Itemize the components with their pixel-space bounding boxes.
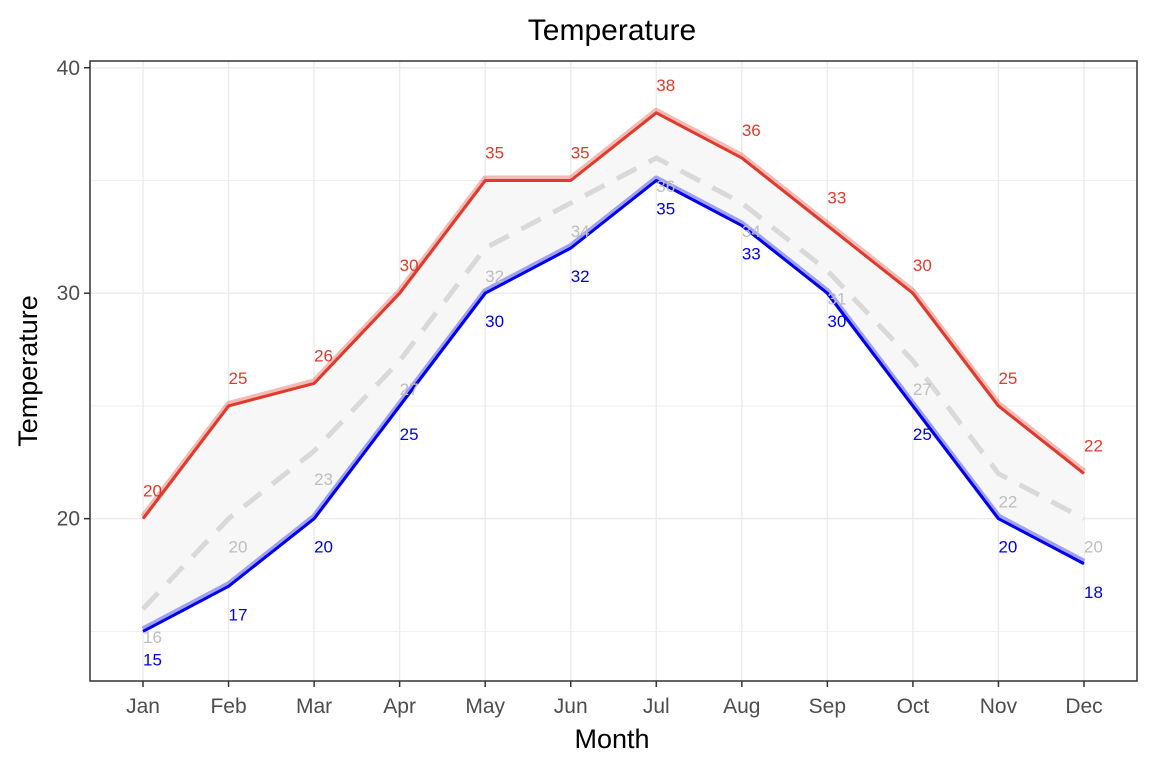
x-tick-label: May <box>465 695 505 718</box>
data-label: 35 <box>485 143 504 162</box>
data-label: 27 <box>913 380 932 399</box>
data-label: 38 <box>656 76 675 95</box>
x-tick-label: Apr <box>383 695 416 718</box>
x-tick-label: Jul <box>643 695 670 718</box>
data-label: 20 <box>143 482 162 501</box>
data-label: 20 <box>229 538 248 557</box>
series-line <box>141 155 1086 611</box>
y-tick-label: 30 <box>57 282 80 305</box>
x-tick-label: Dec <box>1065 695 1102 718</box>
data-label: 16 <box>143 628 162 647</box>
data-label: 22 <box>998 493 1017 512</box>
data-label: 17 <box>229 605 248 624</box>
data-label: 15 <box>143 650 162 669</box>
data-label: 30 <box>400 256 419 275</box>
data-label: 32 <box>485 267 504 286</box>
data-label: 34 <box>571 222 590 241</box>
data-label: 20 <box>998 538 1017 557</box>
data-label: 26 <box>314 346 333 365</box>
data-label: 33 <box>742 245 761 264</box>
data-label: 32 <box>571 267 590 286</box>
data-label: 18 <box>1084 583 1103 602</box>
data-label: 20 <box>1084 538 1103 557</box>
data-labels: 20 25 26 30 35 35 38 36 33 30 25 22 16 20 23 27 32 34 36 34… <box>143 76 1103 670</box>
x-tick-label: Jan <box>126 695 160 718</box>
x-tick-label: Sep <box>809 695 846 718</box>
data-label: 31 <box>827 290 846 309</box>
series-lines <box>140 107 1086 633</box>
x-tick-label: Aug <box>723 695 760 718</box>
x-tick-label: Feb <box>210 695 246 718</box>
x-tick-label: Jun <box>554 695 588 718</box>
data-label: 25 <box>913 425 932 444</box>
data-label: 30 <box>913 256 932 275</box>
x-tick-label: Oct <box>897 695 930 718</box>
x-axis-title: Month <box>574 724 649 754</box>
data-label: 25 <box>400 425 419 444</box>
data-label: 35 <box>656 199 675 218</box>
data-label: 34 <box>742 222 761 241</box>
data-label: 36 <box>742 121 761 140</box>
data-label: 36 <box>656 177 675 196</box>
data-label: 22 <box>1084 437 1103 456</box>
y-axis-title: Temperature <box>13 295 43 447</box>
data-label: 33 <box>827 189 846 208</box>
axes: 20 30 40 Jan Feb Mar Apr May Jun Jul Aug Sep Oct Nov D… <box>57 57 1103 718</box>
x-tick-label: Nov <box>980 695 1018 718</box>
data-label: 25 <box>998 369 1017 388</box>
y-tick-label: 20 <box>57 508 80 531</box>
series-line <box>142 178 1085 633</box>
data-label: 35 <box>571 143 590 162</box>
plot-border <box>89 60 1138 682</box>
data-label: 30 <box>485 312 504 331</box>
data-label: 27 <box>400 380 419 399</box>
data-label: 25 <box>229 369 248 388</box>
y-tick-label: 40 <box>57 57 80 80</box>
series-line <box>141 111 1085 520</box>
data-label: 23 <box>314 470 333 489</box>
data-label: 20 <box>314 538 333 557</box>
x-tick-label: Mar <box>296 695 332 718</box>
data-label: 30 <box>827 312 846 331</box>
chart-title: Temperature <box>528 14 696 47</box>
